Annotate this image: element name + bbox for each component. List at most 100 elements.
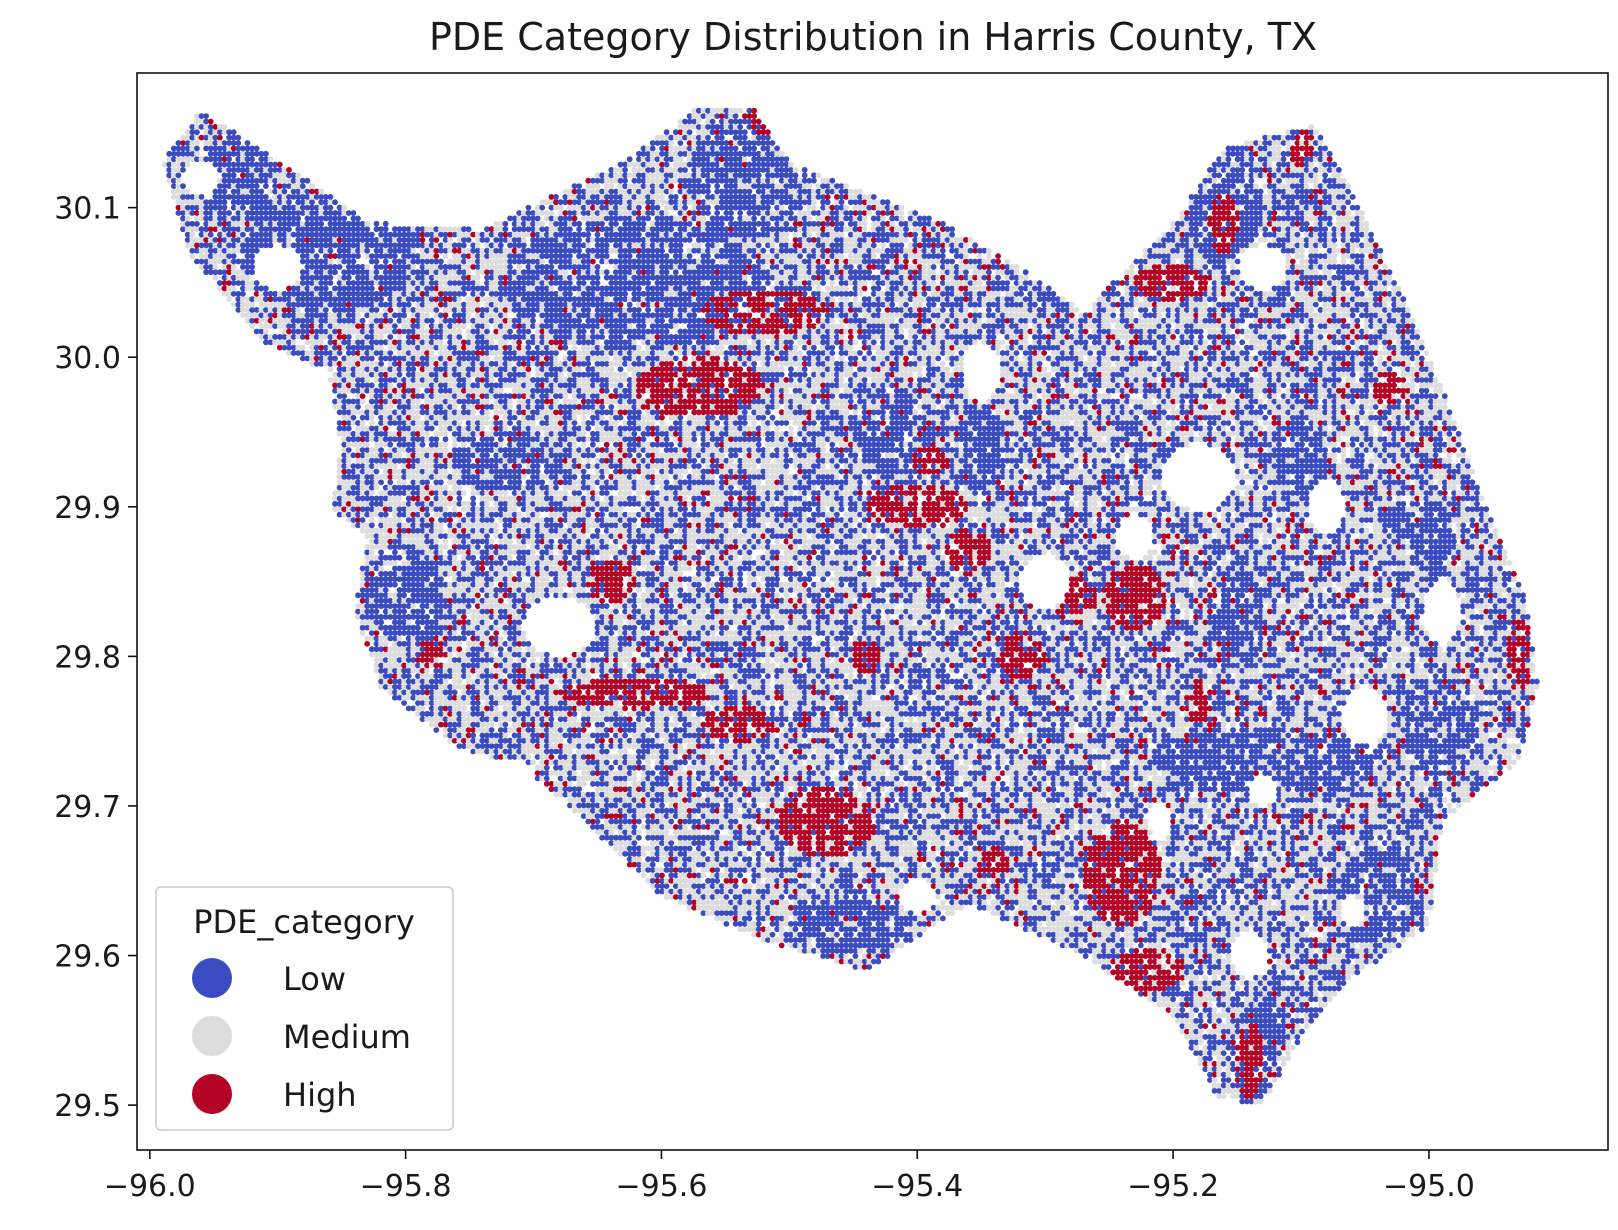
data-point <box>217 199 223 206</box>
data-point <box>359 398 366 405</box>
data-point <box>184 194 191 200</box>
data-point <box>263 150 269 157</box>
data-point <box>207 150 214 157</box>
data-point <box>502 732 509 739</box>
data-point <box>244 145 251 152</box>
data-point <box>267 204 274 211</box>
data-point <box>488 436 495 443</box>
data-point <box>240 177 246 184</box>
data-point <box>378 296 384 303</box>
data-point <box>230 231 237 238</box>
data-point <box>240 312 246 319</box>
data-point <box>502 425 509 432</box>
data-point <box>493 522 500 529</box>
data-point <box>240 210 246 216</box>
data-point <box>332 199 338 206</box>
data-point <box>226 258 233 265</box>
data-point <box>226 247 233 254</box>
data-point <box>258 177 265 184</box>
data-point <box>198 253 205 259</box>
data-point <box>184 150 191 157</box>
data-point <box>189 156 196 163</box>
data-point <box>226 264 233 270</box>
data-point <box>447 237 453 243</box>
data-point <box>230 194 237 200</box>
data-point <box>355 312 361 319</box>
data-point <box>221 150 228 157</box>
data-point <box>249 269 256 276</box>
data-point <box>184 145 191 152</box>
data-point <box>240 226 246 233</box>
data-point <box>184 156 191 163</box>
data-point <box>359 630 366 636</box>
data-point <box>226 183 233 190</box>
data-point <box>488 377 495 383</box>
data-point <box>534 215 541 222</box>
data-point <box>382 640 389 647</box>
data-point <box>175 177 182 184</box>
data-point <box>534 511 541 518</box>
data-point <box>217 226 223 233</box>
data-point <box>461 614 467 620</box>
data-point <box>175 204 182 211</box>
data-point <box>295 215 302 222</box>
data-point <box>470 500 477 507</box>
data-point <box>484 237 490 243</box>
data-point <box>235 134 242 141</box>
data-point <box>221 253 228 259</box>
data-point <box>194 140 200 146</box>
data-point <box>212 129 219 136</box>
data-point <box>189 145 196 152</box>
data-point <box>244 269 251 276</box>
data-point <box>226 140 233 146</box>
data-point <box>230 285 237 292</box>
data-point <box>539 220 546 227</box>
data-point <box>456 495 463 502</box>
data-point <box>497 387 504 394</box>
data-point <box>235 199 242 206</box>
data-point <box>212 237 219 243</box>
data-point <box>203 231 210 238</box>
data-point <box>244 161 251 168</box>
data-point <box>230 242 237 249</box>
data-point <box>235 280 242 286</box>
data-point <box>470 495 477 502</box>
data-point <box>553 684 559 690</box>
data-point <box>217 156 223 163</box>
data-point <box>359 393 366 399</box>
data-point <box>461 490 467 496</box>
data-point <box>396 635 403 642</box>
data-point <box>502 220 509 227</box>
data-point <box>226 150 233 157</box>
data-point <box>198 134 205 141</box>
data-point <box>212 247 219 254</box>
data-point <box>267 317 274 324</box>
data-point <box>198 118 205 125</box>
data-point <box>253 290 260 297</box>
data-point <box>368 490 375 496</box>
data-point <box>497 436 504 443</box>
data-point <box>249 258 256 265</box>
data-point <box>235 177 242 184</box>
data-point <box>263 290 269 297</box>
data-point <box>258 150 265 157</box>
data-point <box>438 522 444 529</box>
data-point <box>465 673 472 679</box>
data-point <box>170 177 177 184</box>
data-point <box>530 759 536 766</box>
data-point <box>244 156 251 163</box>
data-point <box>272 290 278 297</box>
data-point <box>253 285 260 292</box>
data-point <box>461 705 467 712</box>
data-point <box>253 161 260 168</box>
data-point <box>184 199 191 206</box>
data-point <box>217 124 223 130</box>
data-point <box>368 285 375 292</box>
data-point <box>424 511 430 518</box>
data-point <box>230 188 237 195</box>
data-point <box>189 124 196 130</box>
data-point <box>525 371 532 378</box>
data-point <box>520 242 527 249</box>
data-point <box>203 226 210 233</box>
